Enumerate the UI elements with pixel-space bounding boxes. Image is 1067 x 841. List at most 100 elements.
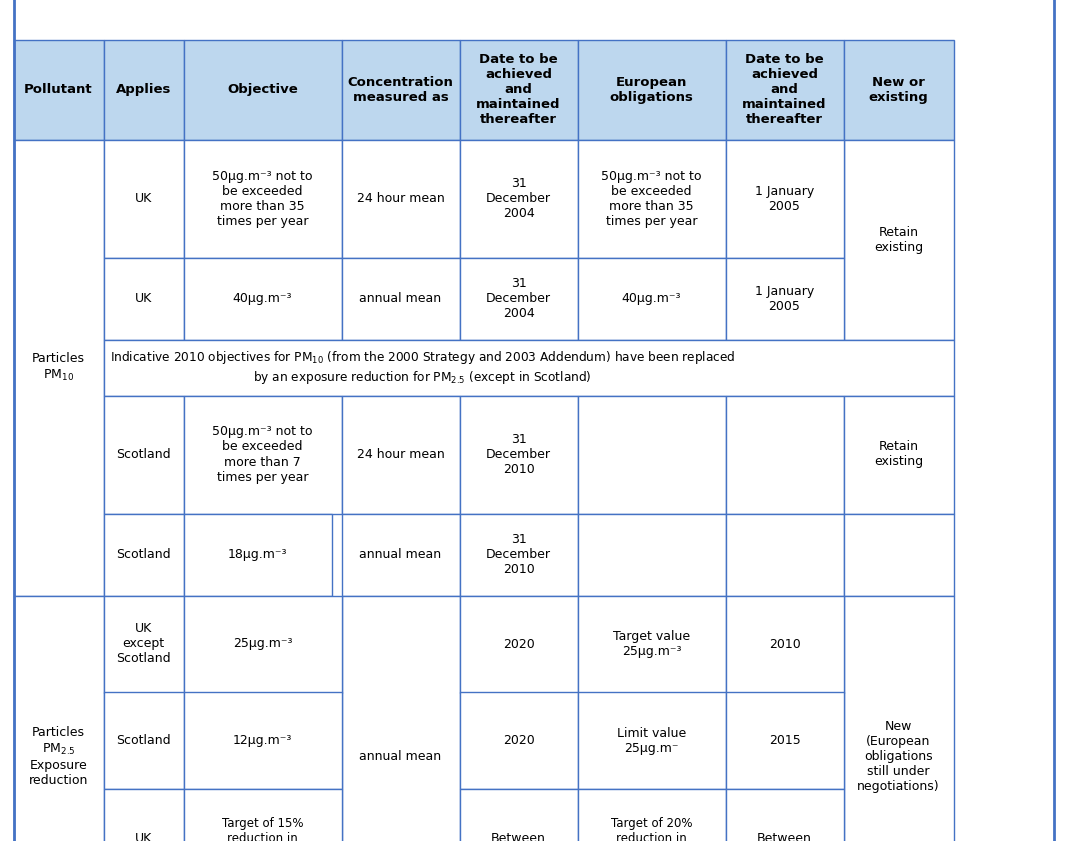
Text: Between
2010 and
2020: Between 2010 and 2020 xyxy=(489,832,548,841)
Text: 40μg.m⁻³: 40μg.m⁻³ xyxy=(622,292,681,305)
Text: Scotland: Scotland xyxy=(116,448,171,461)
Text: European
obligations: European obligations xyxy=(609,76,694,103)
Text: 31
December
2010: 31 December 2010 xyxy=(485,433,551,476)
Bar xyxy=(577,692,726,790)
Text: 2020: 2020 xyxy=(503,637,535,650)
Text: Date to be
achieved
and
maintained
thereafter: Date to be achieved and maintained there… xyxy=(743,53,827,126)
Bar xyxy=(341,257,460,340)
Text: 2020: 2020 xyxy=(503,734,535,748)
Text: Between
2010 and
2020: Between 2010 and 2020 xyxy=(754,832,814,841)
Bar xyxy=(341,595,460,841)
Text: 2010: 2010 xyxy=(768,637,800,650)
Text: Pollutant: Pollutant xyxy=(25,83,93,96)
Bar xyxy=(460,40,577,140)
Bar xyxy=(726,595,844,692)
Text: Concentration
measured as: Concentration measured as xyxy=(348,76,453,103)
Bar xyxy=(103,692,184,790)
Bar xyxy=(184,514,332,595)
Text: Target of 20%
reduction in
concentrations
at urban
background: Target of 20% reduction in concentration… xyxy=(607,817,696,841)
Bar xyxy=(460,140,577,257)
Bar xyxy=(460,514,577,595)
Text: 24 hour mean: 24 hour mean xyxy=(356,192,444,205)
Text: 40μg.m⁻³: 40μg.m⁻³ xyxy=(233,292,292,305)
Bar xyxy=(577,140,726,257)
Text: 31
December
2004: 31 December 2004 xyxy=(485,277,551,320)
Text: 1 January
2005: 1 January 2005 xyxy=(754,284,814,313)
Text: Date to be
achieved
and
maintained
thereafter: Date to be achieved and maintained there… xyxy=(476,53,561,126)
Text: annual mean: annual mean xyxy=(360,548,442,561)
Bar xyxy=(341,395,460,514)
Text: annual mean: annual mean xyxy=(360,292,442,305)
Bar xyxy=(726,140,844,257)
Text: UK
except
Scotland: UK except Scotland xyxy=(116,622,171,665)
Bar xyxy=(341,514,460,595)
Text: Retain
existing: Retain existing xyxy=(874,441,923,468)
Bar xyxy=(726,514,844,595)
Text: Particles
PM$_{10}$: Particles PM$_{10}$ xyxy=(32,352,85,383)
Bar xyxy=(103,790,184,841)
Bar xyxy=(726,40,844,140)
Text: Scotland: Scotland xyxy=(116,548,171,561)
Bar xyxy=(844,395,954,514)
Text: 1 January
2005: 1 January 2005 xyxy=(754,184,814,213)
Bar xyxy=(103,595,184,692)
Text: Target of 15%
reduction in
concentrations
at urban
background: Target of 15% reduction in concentration… xyxy=(219,817,306,841)
Text: Scotland: Scotland xyxy=(116,734,171,748)
Bar xyxy=(103,340,954,395)
Bar xyxy=(577,595,726,692)
Text: Limit value
25μg.m⁻: Limit value 25μg.m⁻ xyxy=(617,727,686,755)
Bar xyxy=(577,790,726,841)
Bar xyxy=(460,257,577,340)
Bar xyxy=(184,257,341,340)
Text: 50μg.m⁻³ not to
be exceeded
more than 35
times per year: 50μg.m⁻³ not to be exceeded more than 35… xyxy=(212,170,313,228)
Text: UK: UK xyxy=(134,192,153,205)
Bar xyxy=(184,140,341,257)
Bar xyxy=(341,40,460,140)
Bar xyxy=(103,140,184,257)
Text: Objective: Objective xyxy=(227,83,298,96)
Bar xyxy=(577,40,726,140)
Bar xyxy=(460,595,577,692)
Bar xyxy=(103,395,184,514)
Text: 50μg.m⁻³ not to
be exceeded
more than 7
times per year: 50μg.m⁻³ not to be exceeded more than 7 … xyxy=(212,426,313,484)
Bar xyxy=(844,40,954,140)
Text: UK: UK xyxy=(134,292,153,305)
Bar xyxy=(726,257,844,340)
Text: Applies: Applies xyxy=(116,83,171,96)
Bar xyxy=(460,692,577,790)
Text: New
(European
obligations
still under
negotiations): New (European obligations still under ne… xyxy=(857,720,940,793)
Bar xyxy=(577,395,726,514)
Bar xyxy=(184,692,341,790)
Bar xyxy=(14,40,103,140)
Bar xyxy=(726,692,844,790)
Text: UK
urban
areas: UK urban areas xyxy=(125,832,162,841)
Bar xyxy=(184,595,341,692)
Text: 25μg.m⁻³: 25μg.m⁻³ xyxy=(233,637,292,650)
Text: Target value
25μg.m⁻³: Target value 25μg.m⁻³ xyxy=(612,630,690,658)
Bar xyxy=(103,257,184,340)
Text: Particles
PM$_{2.5}$
Exposure
reduction: Particles PM$_{2.5}$ Exposure reduction xyxy=(29,727,89,786)
Bar xyxy=(14,595,103,841)
Bar xyxy=(184,40,341,140)
Bar xyxy=(460,395,577,514)
Text: 50μg.m⁻³ not to
be exceeded
more than 35
times per year: 50μg.m⁻³ not to be exceeded more than 35… xyxy=(601,170,702,228)
Text: 31
December
2004: 31 December 2004 xyxy=(485,177,551,220)
Text: 31
December
2010: 31 December 2010 xyxy=(485,533,551,576)
Text: 18μg.m⁻³: 18μg.m⁻³ xyxy=(227,548,287,561)
Bar xyxy=(460,790,577,841)
Bar xyxy=(184,395,341,514)
Text: Indicative 2010 objectives for PM$_{10}$ (from the 2000 Strategy and 2003 Addend: Indicative 2010 objectives for PM$_{10}$… xyxy=(110,349,735,386)
Bar xyxy=(103,514,184,595)
Text: New or
existing: New or existing xyxy=(869,76,928,103)
Text: Retain
existing: Retain existing xyxy=(874,225,923,253)
Text: 2015: 2015 xyxy=(768,734,800,748)
Bar xyxy=(726,790,844,841)
Bar xyxy=(577,257,726,340)
Bar xyxy=(577,514,726,595)
Bar xyxy=(14,140,103,595)
Bar xyxy=(184,790,341,841)
Text: annual mean: annual mean xyxy=(360,750,442,763)
Bar xyxy=(103,40,184,140)
Bar xyxy=(726,395,844,514)
Bar xyxy=(844,595,954,841)
